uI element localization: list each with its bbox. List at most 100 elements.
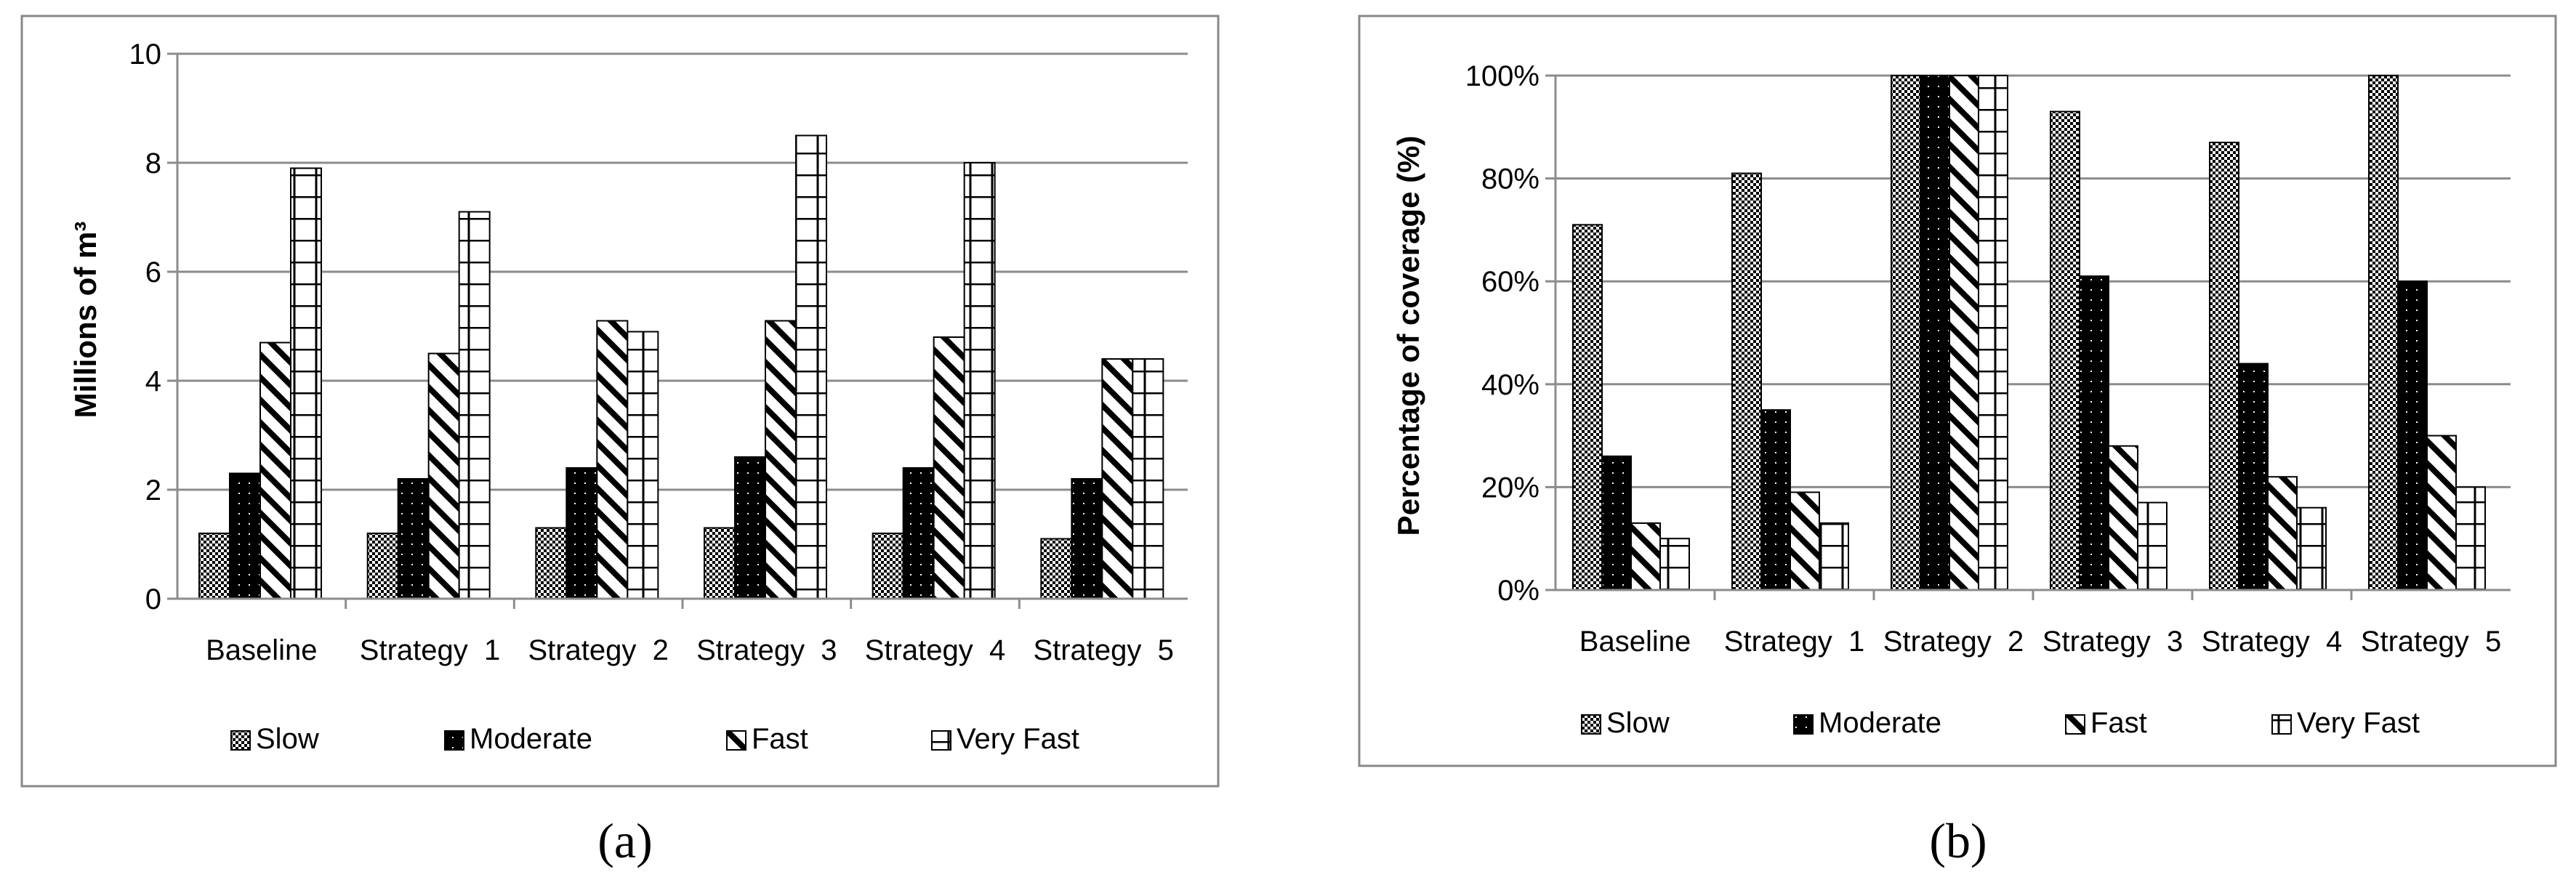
chart-a-category-label: Baseline xyxy=(206,634,317,666)
chart-b-category-label: Strategy 2 xyxy=(1883,626,2024,658)
chart-a-bar-very-fast xyxy=(795,134,827,599)
chart-b-bar-very-fast xyxy=(2455,486,2486,591)
chart-b-bar-very-fast xyxy=(2296,506,2327,591)
chart-a-legend-label: Very Fast xyxy=(957,723,1079,755)
panel-label-b: (b) xyxy=(1929,813,1987,868)
chart-a-bar-very-fast xyxy=(458,211,491,599)
chart-a-legend-swatch-moderate xyxy=(444,730,464,751)
chart-a-bar-fast xyxy=(427,352,460,599)
chart-a-bar-moderate xyxy=(734,456,766,599)
chart-b-y-tick-label: 80% xyxy=(1481,163,1539,195)
chart-b-legend-label: Moderate xyxy=(1819,707,1941,739)
chart-b-legend-label: Fast xyxy=(2090,707,2147,739)
chart-a-category-label: Strategy 1 xyxy=(360,634,500,666)
chart-a-categories: Baseline Strategy 1 Strategy 2 Strategy 3 St… xyxy=(206,634,1174,666)
chart-b-category-label: Strategy 3 xyxy=(2042,626,2183,658)
chart-a-bar-moderate xyxy=(565,467,598,599)
chart-a-bar-very-fast xyxy=(290,167,322,599)
chart-a-category-label: Strategy 5 xyxy=(1033,634,1173,666)
chart-a-bar-fast xyxy=(1101,358,1134,599)
chart-b-bar-slow xyxy=(1891,75,1921,591)
chart-a: 0 2 4 6 8 10 Baseline Strategy 1 Strategy 2 Stra… xyxy=(20,15,1220,868)
chart-b-bar-slow xyxy=(2050,110,2080,591)
chart-a-legend-label: Slow xyxy=(256,723,319,755)
chart-a-axes xyxy=(167,52,1188,609)
chart-b-bar-fast xyxy=(1949,75,1979,591)
chart-b-axes xyxy=(1545,74,2511,600)
chart-b-y-tick-label: 20% xyxy=(1481,472,1539,504)
chart-b-bar-very-fast xyxy=(1819,522,1849,591)
chart-b-bar-very-fast xyxy=(1659,538,1690,591)
chart-a-legend: Slow Moderate Fast Very Fast xyxy=(230,723,1079,755)
chart-b-categories: Baseline Strategy 1 Strategy 2 Strategy 3 St… xyxy=(1579,626,2501,658)
chart-b-legend-label: Slow xyxy=(1606,707,1670,739)
chart-b-bar-moderate xyxy=(2079,275,2109,591)
chart-b-legend-swatch-very-fast xyxy=(2271,714,2292,735)
chart-b-legend-swatch-moderate xyxy=(1793,714,1814,735)
chart-a-bar-fast xyxy=(933,336,965,599)
chart-b-bars xyxy=(1572,75,2486,591)
chart-b-bar-slow xyxy=(2368,75,2399,591)
chart-a-bar-fast xyxy=(596,320,629,599)
chart-b-bar-fast xyxy=(2108,445,2138,591)
chart-a-bar-fast xyxy=(765,320,797,599)
chart-b-bar-moderate xyxy=(1601,455,1632,591)
chart-b-bar-fast xyxy=(2267,476,2298,591)
chart-a-y-tick-label: 4 xyxy=(145,365,161,397)
chart-a-category-label: Strategy 3 xyxy=(696,634,837,666)
chart-a-bar-very-fast xyxy=(1132,358,1164,599)
panel-label-a: (a) xyxy=(597,813,652,868)
chart-b-y-axis-label: Percentage of coverage (%) xyxy=(1391,136,1425,536)
chart-a-bar-slow xyxy=(535,527,568,599)
chart-b-legend-label: Very Fast xyxy=(2297,707,2420,739)
chart-a-y-tick-label: 6 xyxy=(145,256,161,288)
chart-b-bar-moderate xyxy=(1920,75,1950,591)
chart-b-y-ticks: 0% 20% 40% 60% 80% 100% xyxy=(1465,60,1539,607)
chart-a-bars xyxy=(198,134,1164,599)
chart-a-bar-very-fast xyxy=(963,162,996,599)
chart-a-bar-fast xyxy=(259,342,291,599)
chart-a-y-tick-label: 8 xyxy=(145,148,161,179)
chart-a-bar-moderate xyxy=(902,467,935,599)
chart-b-bar-fast xyxy=(1630,522,1661,591)
chart-a-category-label: Strategy 4 xyxy=(865,634,1005,666)
chart-a-legend-label: Fast xyxy=(752,723,808,755)
chart-a-y-ticks: 0 2 4 6 8 10 xyxy=(129,39,162,615)
chart-b-bar-moderate xyxy=(2238,363,2269,591)
chart-a-bar-very-fast xyxy=(627,331,659,599)
chart-a-legend-label: Moderate xyxy=(470,723,592,755)
chart-a-bar-slow xyxy=(366,533,399,599)
chart-b-category-label: Strategy 5 xyxy=(2361,626,2501,658)
chart-b-category-label: Baseline xyxy=(1579,626,1691,658)
chart-a-legend-swatch-very-fast xyxy=(931,730,951,751)
chart-b-bar-slow xyxy=(1731,172,1762,591)
chart-a-bar-moderate xyxy=(397,478,430,599)
chart-a-bar-slow xyxy=(872,533,904,599)
chart-a-bar-moderate xyxy=(1071,478,1103,599)
chart-b-bar-slow xyxy=(1572,224,1603,591)
chart-a-bar-slow xyxy=(704,527,736,599)
chart-b-legend-swatch-fast xyxy=(2065,714,2085,735)
chart-a-legend-swatch-fast xyxy=(726,730,746,751)
chart-b-bar-moderate xyxy=(2397,280,2428,591)
chart-b-y-tick-label: 60% xyxy=(1481,266,1539,298)
chart-b-gridlines xyxy=(1555,74,2511,488)
chart-b: 0% 20% 40% 60% 80% 100% Baseline Strategy 1 Str… xyxy=(1358,15,2557,868)
chart-a-y-tick-label: 10 xyxy=(129,39,162,70)
chart-a-y-axis-label: Millions of m³ xyxy=(68,222,102,419)
chart-b-y-tick-label: 40% xyxy=(1481,369,1539,401)
chart-b-bar-very-fast xyxy=(1978,75,2008,591)
chart-a-bar-moderate xyxy=(229,472,261,599)
chart-b-legend-swatch-slow xyxy=(1581,714,1601,735)
chart-b-legend: Slow Moderate Fast Very Fast xyxy=(1581,707,2420,739)
chart-b-bar-fast xyxy=(2426,435,2457,591)
chart-b-y-tick-label: 100% xyxy=(1465,60,1539,92)
chart-a-category-label: Strategy 2 xyxy=(528,634,668,666)
chart-b-bar-moderate xyxy=(1760,409,1791,591)
chart-a-gridlines xyxy=(177,52,1188,491)
chart-a-y-tick-label: 2 xyxy=(145,474,161,506)
chart-b-category-label: Strategy 4 xyxy=(2202,626,2342,658)
chart-a-y-tick-label: 0 xyxy=(145,583,161,615)
chart-a-bar-slow xyxy=(198,533,230,599)
